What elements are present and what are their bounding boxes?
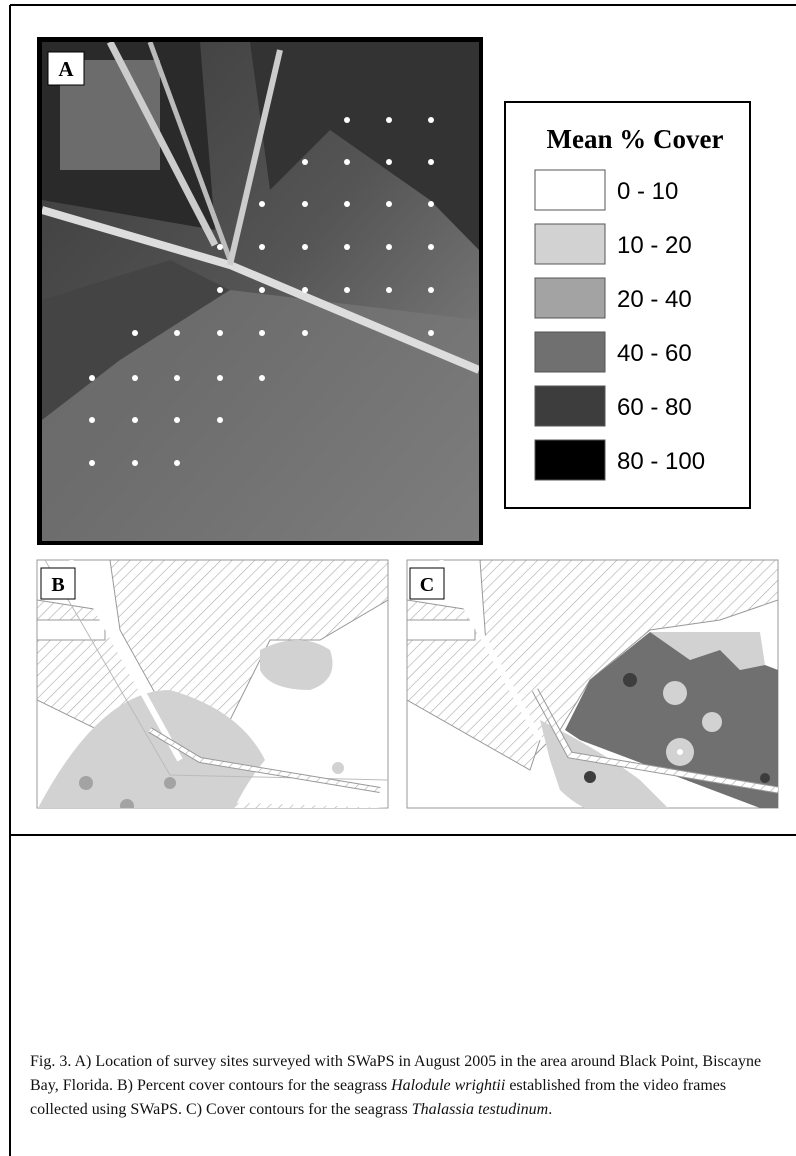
survey-site [259, 375, 265, 381]
survey-site [302, 287, 308, 293]
caption: Fig. 3. A) Location of survey sites surv… [30, 1050, 765, 1122]
survey-site [302, 159, 308, 165]
legend-label: 0 - 10 [617, 178, 678, 205]
survey-site [428, 159, 434, 165]
figure: A Mean % Cover 0 - 10 10 - 20 20 - 40 40 - … [0, 0, 796, 1156]
survey-site [259, 201, 265, 207]
legend-title: Mean % Cover [547, 124, 724, 154]
legend-swatch [535, 332, 605, 372]
survey-site [132, 375, 138, 381]
legend-swatch [535, 170, 605, 210]
survey-site [132, 417, 138, 423]
caption-text: Halodule wrightii [391, 1077, 505, 1094]
survey-site [302, 244, 308, 250]
panel-label: A [58, 57, 74, 81]
caption-text: Thalassia testudinum [412, 1101, 548, 1118]
survey-site [428, 287, 434, 293]
legend-label: 20 - 40 [617, 286, 692, 313]
survey-site [386, 117, 392, 123]
map-b [37, 560, 388, 900]
survey-site [428, 330, 434, 336]
survey-site [428, 117, 434, 123]
legend-swatch [535, 224, 605, 264]
map-c [407, 560, 778, 834]
legend-swatch [535, 440, 605, 480]
survey-site [217, 287, 223, 293]
survey-site [344, 287, 350, 293]
survey-site [132, 330, 138, 336]
survey-site [174, 417, 180, 423]
survey-site [217, 244, 223, 250]
survey-site [174, 460, 180, 466]
survey-site [386, 244, 392, 250]
survey-site [89, 460, 95, 466]
survey-site [428, 244, 434, 250]
legend-label: 60 - 80 [617, 394, 692, 421]
aerial-photo [37, 37, 483, 545]
survey-site [386, 159, 392, 165]
survey-site [174, 375, 180, 381]
survey-site [259, 244, 265, 250]
survey-site [386, 201, 392, 207]
survey-site [217, 417, 223, 423]
survey-site [259, 330, 265, 336]
legend-label: 40 - 60 [617, 340, 692, 367]
survey-site [259, 287, 265, 293]
survey-site [344, 159, 350, 165]
survey-site [344, 117, 350, 123]
survey-site [217, 375, 223, 381]
survey-site [428, 201, 434, 207]
survey-site [344, 244, 350, 250]
survey-site [302, 201, 308, 207]
page: A Mean % Cover 0 - 10 10 - 20 20 - 40 40 - … [0, 0, 796, 1156]
survey-site [132, 460, 138, 466]
survey-site [386, 287, 392, 293]
survey-site [302, 330, 308, 336]
legend-swatch [535, 386, 605, 426]
legend-swatch [535, 278, 605, 318]
panel-label: B [51, 574, 64, 596]
survey-site [217, 330, 223, 336]
panel-label: C [420, 574, 434, 596]
survey-site [174, 330, 180, 336]
survey-site [89, 417, 95, 423]
caption-text: . [548, 1101, 552, 1118]
survey-site [344, 201, 350, 207]
legend-label: 80 - 100 [617, 448, 705, 475]
survey-site [89, 375, 95, 381]
legend-label: 10 - 20 [617, 232, 692, 259]
